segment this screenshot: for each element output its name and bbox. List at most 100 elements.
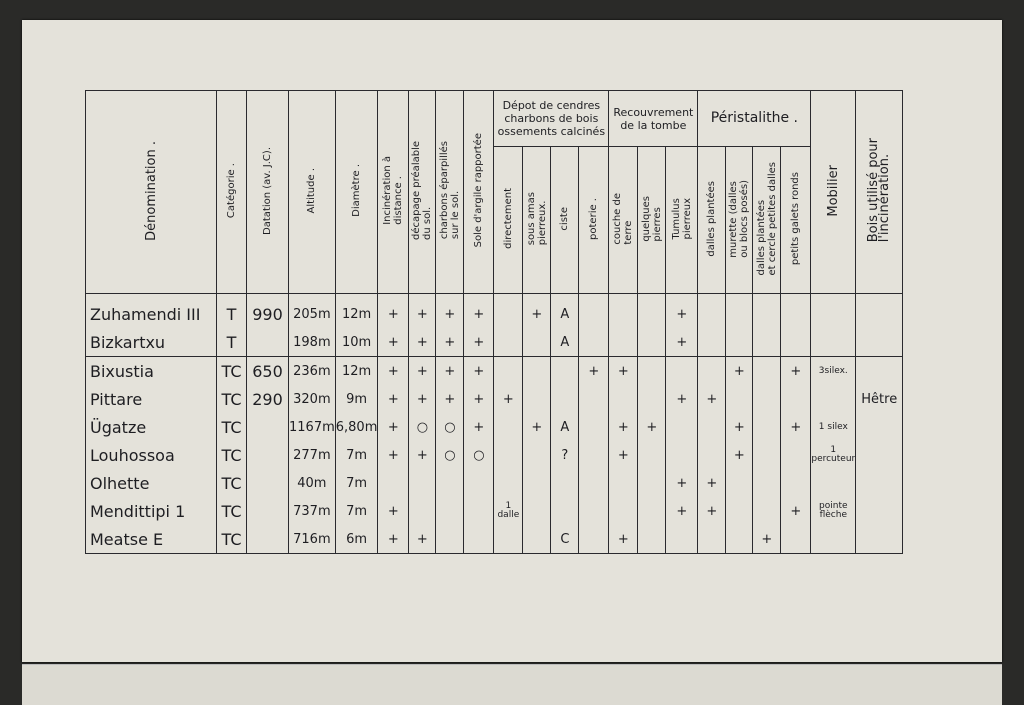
- table-cell: [578, 328, 610, 357]
- table-cell: [522, 441, 552, 469]
- table-cell: [408, 497, 437, 525]
- table-cell: [578, 497, 610, 525]
- table-cell: [578, 525, 610, 554]
- site-name-cell: Ügatze: [85, 413, 217, 441]
- header-tumulus: Tumulus pierreux: [665, 146, 699, 294]
- table-cell: [637, 525, 667, 554]
- table-cell: +: [725, 413, 754, 441]
- table-cell: [725, 497, 754, 525]
- header-group-depot: Dépot de cendres charbons de bois osseme…: [493, 90, 610, 147]
- table-cell: [855, 497, 904, 525]
- header-poterie: poterie .: [578, 146, 610, 294]
- table-cell: A: [550, 293, 580, 328]
- table-cell: [493, 525, 524, 554]
- table-row: Pittare TC 290 320m 9m + + + + + + + Hêtre: [85, 385, 904, 413]
- table-cell: [725, 385, 754, 413]
- table-cell: [522, 525, 552, 554]
- table-cell: 236m: [288, 356, 336, 385]
- header-quelques: quelques pierres: [637, 146, 667, 294]
- table-cell: [697, 356, 727, 385]
- table-cell: ○: [435, 413, 465, 441]
- table-cell: [810, 525, 857, 554]
- table-cell: C: [550, 525, 580, 554]
- table-cell: 290: [246, 385, 289, 413]
- table-cell: TC: [216, 469, 247, 497]
- header-diametre: Diamètre .: [334, 90, 379, 294]
- table-cell: ○: [435, 441, 465, 469]
- table-row: Louhossoa TC 277m 7m + + ○ ○? + +1 percuteur: [85, 441, 904, 469]
- table-cell: [752, 497, 782, 525]
- table-cell: ○: [408, 413, 437, 441]
- table-cell: [246, 469, 289, 497]
- header-sous-amas: sous amas pierreux.: [522, 146, 552, 294]
- table-row: Olhette TC 40m 7m + +: [85, 469, 904, 497]
- table-cell: [697, 525, 727, 554]
- table-cell: TC: [216, 413, 247, 441]
- header-mobilier: Mobilier: [810, 90, 857, 294]
- table-cell: 40m: [288, 469, 336, 497]
- table-cell: [463, 525, 495, 554]
- table-cell: ○: [463, 441, 495, 469]
- table-cell: [608, 469, 639, 497]
- table-cell: [246, 525, 289, 554]
- table-cell: [725, 525, 754, 554]
- table-cell: [637, 293, 667, 328]
- table-cell: [246, 441, 289, 469]
- table-cell: [493, 469, 524, 497]
- table-cell: 7m: [334, 441, 379, 469]
- table-cell: [578, 293, 610, 328]
- table-cell: [855, 413, 904, 441]
- header-decapage: décapage préalable du sol.: [408, 90, 437, 294]
- table-cell: A: [550, 413, 580, 441]
- table-cell: [550, 356, 580, 385]
- table-cell: 198m: [288, 328, 336, 357]
- table-cell: TC: [216, 525, 247, 554]
- table-cell: [246, 413, 289, 441]
- table-cell: [855, 441, 904, 469]
- table-cell: [752, 293, 782, 328]
- table-cell: 737m: [288, 497, 336, 525]
- table-cell: TC: [216, 385, 247, 413]
- table-cell: +: [377, 497, 410, 525]
- table-cell: +: [408, 525, 437, 554]
- table-cell: [780, 385, 812, 413]
- table-cell: [637, 385, 667, 413]
- table-cell: TC: [216, 356, 247, 385]
- table-cell: 277m: [288, 441, 336, 469]
- table-cell: +: [608, 525, 639, 554]
- table-cell: [493, 413, 524, 441]
- table-cell: [637, 469, 667, 497]
- table-cell: +: [408, 328, 437, 357]
- table-row: Bixustia TC 650 236m 12m + + + + + + + +3silex.: [85, 356, 904, 385]
- table-cell: +: [377, 385, 410, 413]
- table-cell: +: [377, 356, 410, 385]
- cremation-sites-table: Dénomination . Catégorie . Datation (av.…: [85, 90, 904, 554]
- table-cell: [855, 469, 904, 497]
- table-cell: +: [377, 293, 410, 328]
- table-cell: [550, 497, 580, 525]
- table-cell: [493, 356, 524, 385]
- table-cell: +: [697, 469, 727, 497]
- table-cell: 12m: [334, 293, 379, 328]
- next-page-edge: [22, 664, 1002, 705]
- table-cell: 6m: [334, 525, 379, 554]
- table-row: Ügatze TC 1167m 6,80m + ○ ○ + + A + + + +1 silex: [85, 413, 904, 441]
- table-cell: +: [435, 356, 465, 385]
- table-cell: [752, 469, 782, 497]
- table-cell: [780, 469, 812, 497]
- table-cell: Hêtre: [855, 385, 904, 413]
- table-cell: [578, 441, 610, 469]
- table-cell: [752, 328, 782, 357]
- table-cell: +: [408, 385, 437, 413]
- table-cell: TC: [216, 497, 247, 525]
- table-cell: [608, 497, 639, 525]
- table-cell: +: [463, 293, 495, 328]
- table-cell: [578, 469, 610, 497]
- table-cell: [463, 469, 495, 497]
- table-cell: +: [665, 469, 699, 497]
- table-cell: +: [697, 385, 727, 413]
- header-altitude: Altitude .: [288, 90, 336, 294]
- table-cell: +: [665, 328, 699, 357]
- table-cell: [665, 525, 699, 554]
- table-cell: 7m: [334, 497, 379, 525]
